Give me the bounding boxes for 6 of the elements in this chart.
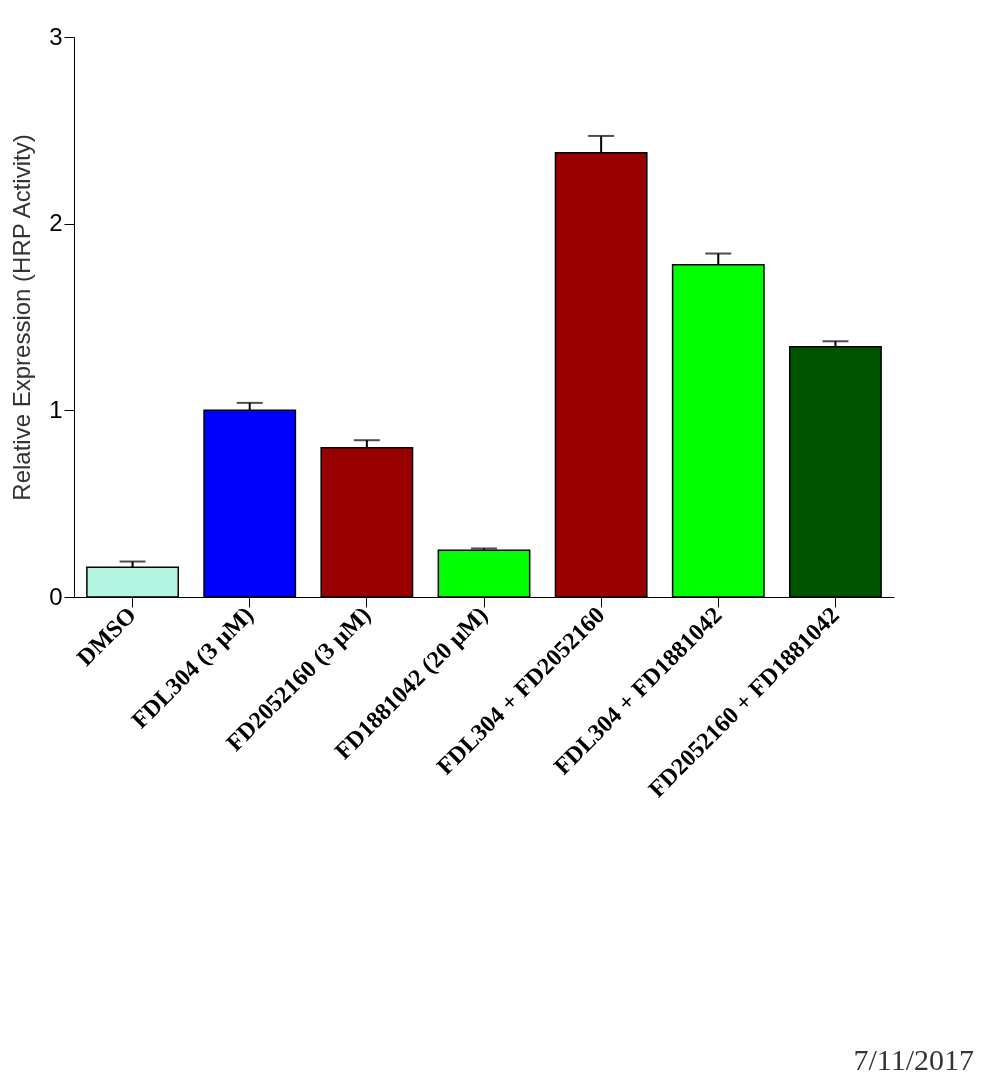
y-tick-label: 0: [49, 582, 63, 610]
y-tick-label: 1: [49, 395, 63, 423]
text: 7/11/2017: [853, 1043, 974, 1077]
y-axis-title: Relative Expression (HRP Activity): [8, 134, 36, 501]
y-tick-label: 2: [49, 209, 63, 237]
y-tick-label: 3: [49, 22, 63, 50]
